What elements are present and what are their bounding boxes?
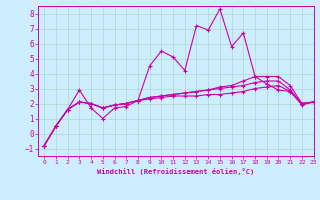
X-axis label: Windchill (Refroidissement éolien,°C): Windchill (Refroidissement éolien,°C) xyxy=(97,168,255,175)
